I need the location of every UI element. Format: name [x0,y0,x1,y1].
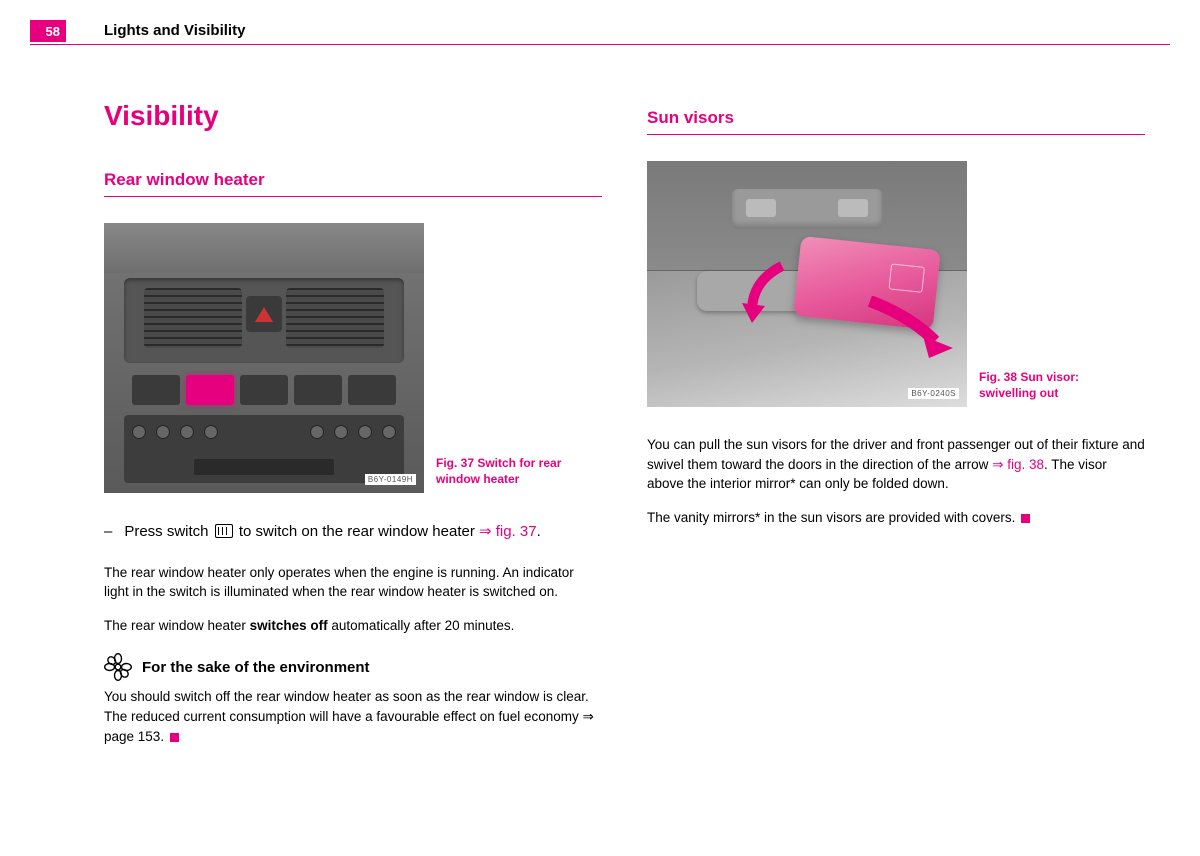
instruction-step: – Press switch to switch on the rear win… [104,521,602,543]
figure-37-image: B6Y-0149H [104,223,424,493]
arrow-fold-down-icon [737,261,797,331]
rear-heater-switch-highlight [186,375,234,405]
para-visor-swivel: You can pull the sun visors for the driv… [647,435,1145,494]
figure-38-image: B6Y-0240S [647,161,967,407]
right-column: Sun visors B6Y-0240S Fig. 38 Sun visor: [647,100,1145,816]
figure-38-id: B6Y-0240S [908,388,959,399]
overhead-console-icon [732,189,882,229]
para-environment: You should switch off the rear window he… [104,687,602,746]
running-header: Lights and Visibility [104,22,245,39]
arrow-swivel-out-icon [865,296,965,366]
section-title: Visibility [104,100,602,132]
para-heater-operates: The rear window heater only operates whe… [104,563,602,602]
figure-37-caption: Fig. 37 Switch for rear window heater [436,455,561,493]
para-switches-off: The rear window heater switches off auto… [104,616,602,636]
left-column: Visibility Rear window heater [104,100,602,816]
fig-37-reference: ⇒ fig. 37 [479,523,537,540]
figure-38-block: B6Y-0240S Fig. 38 Sun visor: swivelling … [647,161,1145,407]
rear-defrost-icon [215,524,233,538]
figure-37-block: B6Y-0149H Fig. 37 Switch for rear window… [104,223,602,493]
page-number-badge: 58 [30,20,66,42]
header-rule [30,44,1170,45]
flower-icon [104,653,132,681]
environment-heading: For the sake of the environment [104,653,602,681]
para-vanity-mirrors: The vanity mirrors* in the sun visors ar… [647,508,1145,528]
hazard-button-icon [246,296,282,332]
section-end-icon [1021,514,1030,523]
figure-38-caption: Fig. 38 Sun visor: swivelling out [979,369,1079,407]
subsection-rear-window-heater: Rear window heater [104,170,602,197]
page-content: Visibility Rear window heater [104,100,1145,816]
subsection-sun-visors: Sun visors [647,108,1145,135]
figure-37-id: B6Y-0149H [365,474,416,485]
fig-38-reference: ⇒ fig. 38 [992,457,1044,472]
section-end-icon [170,733,179,742]
